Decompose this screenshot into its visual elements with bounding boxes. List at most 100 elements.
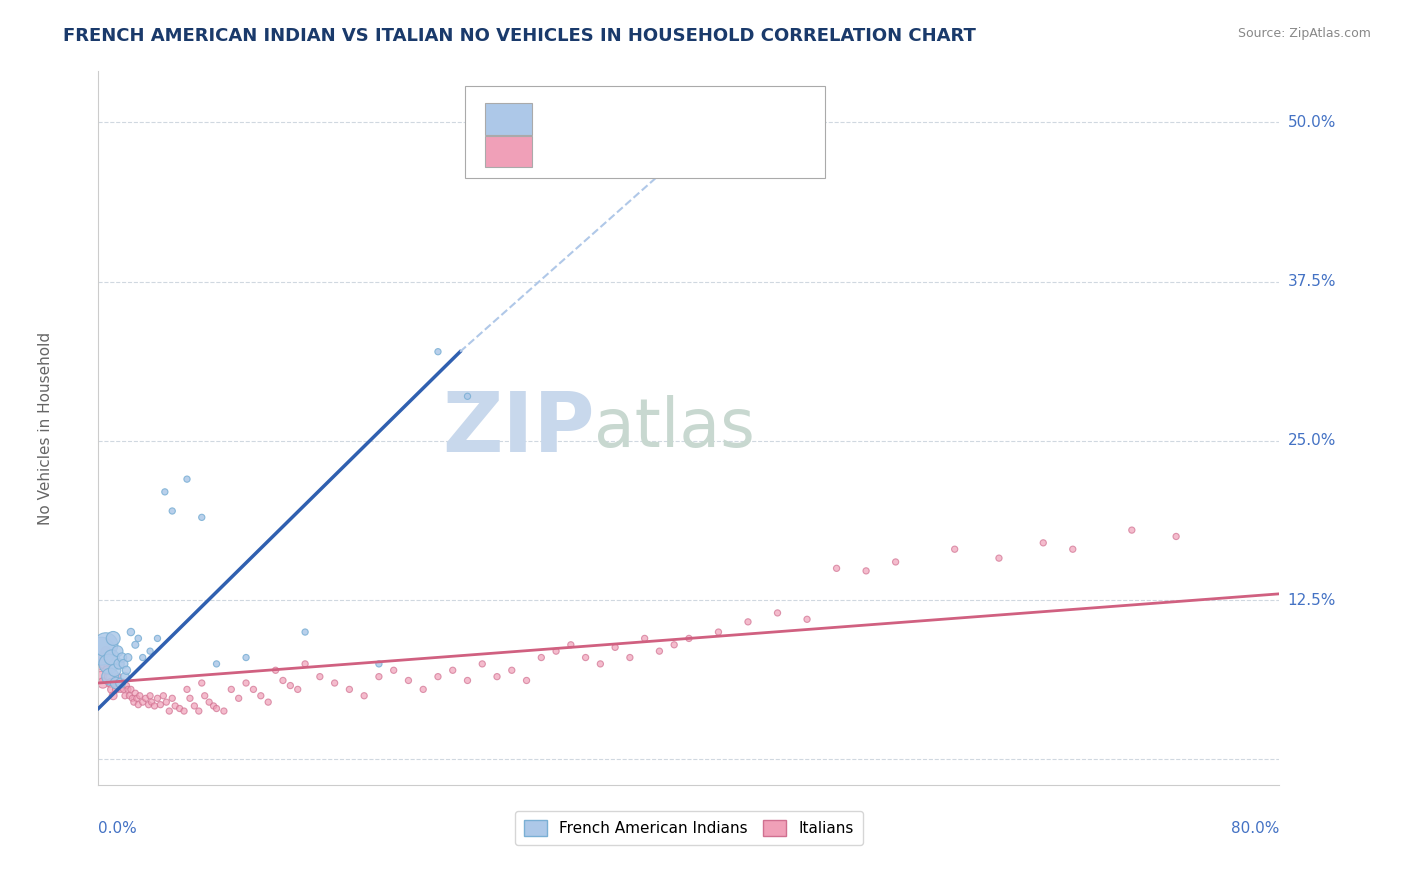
Point: [368, 657, 391, 671]
Point: [155, 695, 177, 709]
Text: ZIP: ZIP: [441, 388, 595, 468]
Text: R = 0.130: R = 0.130: [544, 143, 620, 157]
Point: [117, 650, 139, 665]
Point: [1032, 536, 1054, 550]
Bar: [485, 136, 531, 167]
Point: [228, 691, 250, 706]
Point: [104, 663, 127, 677]
Point: [89, 650, 111, 665]
Point: [530, 650, 553, 665]
Text: N = 32: N = 32: [689, 111, 742, 125]
Point: [235, 650, 257, 665]
Point: [250, 689, 273, 703]
Point: [678, 632, 700, 646]
Point: [93, 657, 115, 671]
Point: [457, 673, 479, 688]
Point: [128, 689, 150, 703]
Point: [648, 644, 671, 658]
Point: [100, 650, 122, 665]
Point: [103, 632, 125, 646]
Point: [94, 644, 117, 658]
Point: [427, 344, 450, 359]
Point: [162, 691, 183, 706]
Point: [115, 679, 138, 693]
Text: FRENCH AMERICAN INDIAN VS ITALIAN NO VEHICLES IN HOUSEHOLD CORRELATION CHART: FRENCH AMERICAN INDIAN VS ITALIAN NO VEH…: [63, 27, 976, 45]
Point: [221, 682, 243, 697]
Point: [198, 695, 221, 709]
Text: 80.0%: 80.0%: [1232, 821, 1279, 836]
Point: [120, 625, 142, 640]
Text: N = 104: N = 104: [689, 143, 752, 157]
Point: [1062, 542, 1084, 557]
Point: [143, 698, 166, 713]
Point: [87, 657, 110, 671]
Point: [149, 698, 172, 712]
Point: [108, 679, 131, 693]
Point: [110, 682, 132, 697]
Point: [294, 657, 316, 671]
Point: [205, 657, 228, 671]
Point: [107, 670, 129, 684]
Bar: [485, 103, 531, 135]
Point: [97, 670, 120, 684]
Text: 37.5%: 37.5%: [1288, 274, 1336, 289]
Point: [127, 632, 149, 646]
Point: [97, 657, 120, 671]
Point: [162, 504, 183, 518]
Text: 25.0%: 25.0%: [1288, 434, 1336, 449]
Point: [471, 657, 494, 671]
Point: [90, 644, 112, 658]
Point: [111, 676, 134, 690]
Point: [796, 612, 818, 626]
Point: [176, 682, 198, 697]
Point: [368, 670, 391, 684]
Point: [242, 682, 264, 697]
Point: [124, 686, 146, 700]
Point: [122, 695, 145, 709]
Point: [294, 625, 316, 640]
Point: [153, 484, 176, 499]
Point: [412, 682, 434, 697]
Point: [141, 695, 163, 709]
Point: [427, 670, 450, 684]
Point: [353, 689, 375, 703]
Point: [1121, 523, 1143, 537]
Point: [271, 673, 294, 688]
Point: [707, 625, 730, 640]
Point: [124, 638, 146, 652]
Point: [146, 632, 169, 646]
Point: [309, 670, 332, 684]
Point: [121, 691, 143, 706]
Point: [323, 676, 346, 690]
Point: [766, 606, 789, 620]
Point: [139, 644, 162, 658]
Point: [112, 657, 135, 671]
Text: No Vehicles in Household: No Vehicles in Household: [38, 332, 53, 524]
Point: [91, 676, 114, 690]
Point: [157, 704, 180, 718]
Point: [183, 698, 205, 713]
Point: [179, 691, 201, 706]
Point: [100, 682, 122, 697]
Point: [152, 689, 174, 703]
Point: [127, 698, 149, 712]
Point: [737, 615, 759, 629]
Point: [187, 704, 209, 718]
Point: [212, 704, 235, 718]
Point: [441, 663, 464, 677]
Point: [398, 673, 420, 688]
Point: [619, 650, 641, 665]
Point: [634, 632, 657, 646]
Point: [191, 676, 214, 690]
Point: [825, 561, 848, 575]
Point: [575, 650, 598, 665]
Text: Source: ZipAtlas.com: Source: ZipAtlas.com: [1237, 27, 1371, 40]
Point: [560, 638, 582, 652]
Point: [103, 689, 125, 703]
Point: [98, 670, 121, 684]
Point: [120, 682, 142, 697]
Point: [111, 650, 134, 665]
Point: [202, 698, 225, 713]
Text: R = 0.687: R = 0.687: [544, 111, 620, 125]
Point: [110, 676, 132, 690]
